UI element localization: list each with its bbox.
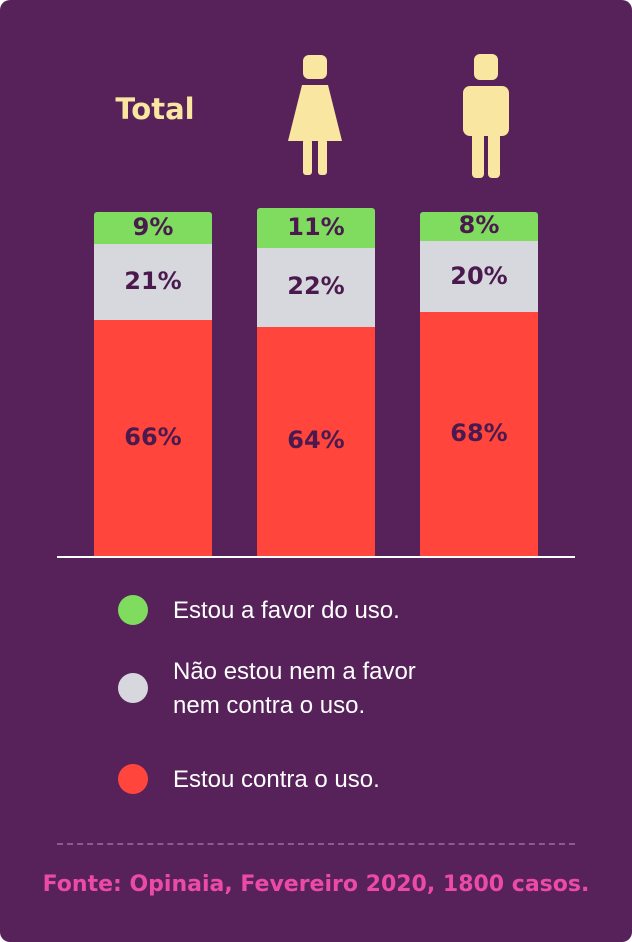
data-label-favor-1: 9% xyxy=(132,213,174,242)
legend-label-favor: Estou a favor do uso. xyxy=(173,594,553,628)
bar-segment-neutral-1 xyxy=(94,244,212,320)
data-label-against-2: 64% xyxy=(287,426,345,455)
data-label-neutral-3: 20% xyxy=(450,261,508,290)
legend-line: Não estou nem a favor xyxy=(173,658,416,685)
category-label-total: Total xyxy=(115,92,195,126)
data-label-against-1: 66% xyxy=(124,422,182,451)
male-person-icon xyxy=(463,54,509,178)
data-label-favor-2: 11% xyxy=(287,213,345,242)
bar-segment-against-2 xyxy=(257,326,375,556)
legend-swatch-against xyxy=(118,764,148,794)
legend-swatch-favor xyxy=(118,595,148,625)
divider xyxy=(57,843,575,845)
legend-label-against: Estou contra o uso. xyxy=(173,763,553,797)
legend-line: Estou a favor do uso. xyxy=(173,597,400,624)
data-label-against-3: 68% xyxy=(450,419,508,448)
bar-segment-against-3 xyxy=(420,312,538,556)
source-note: Fonte: Opinaia, Fevereiro 2020, 1800 cas… xyxy=(42,872,590,897)
bar-segment-against-1 xyxy=(94,319,212,556)
bar-segment-neutral-3 xyxy=(420,240,538,313)
data-label-neutral-2: 22% xyxy=(287,272,345,301)
legend-line: Estou contra o uso. xyxy=(173,766,380,793)
data-label-neutral-1: 21% xyxy=(124,266,182,295)
legend-label-neutral: Não estou nem a favor nem contra o uso. xyxy=(173,655,553,723)
legend-swatch-neutral xyxy=(118,673,148,703)
legend-line: nem contra o uso. xyxy=(173,692,366,719)
x-axis-baseline xyxy=(57,556,575,558)
bar-segment-neutral-2 xyxy=(257,247,375,327)
bar-segment-favor-3 xyxy=(420,212,538,241)
bar-segment-favor-2 xyxy=(257,208,375,248)
female-person-icon xyxy=(288,55,342,175)
data-label-favor-3: 8% xyxy=(458,211,500,240)
bar-segment-favor-1 xyxy=(94,212,212,245)
